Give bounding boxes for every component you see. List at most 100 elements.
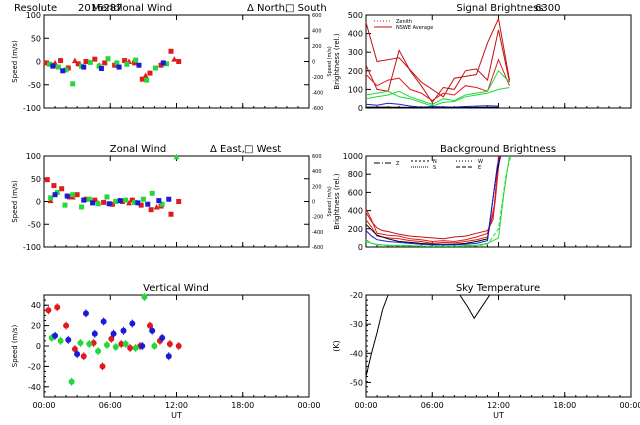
- vertical-xtick-label: 18:00: [231, 401, 254, 410]
- meridional-point: [168, 48, 174, 54]
- meridional-panel: Meridional Wind Δ North,□ South 100 50 0 -50 -…: [11, 3, 333, 113]
- background-legend-s: S: [433, 165, 436, 171]
- zonal-point: [117, 198, 123, 204]
- vertical-ylabel: Speed (m/s): [11, 325, 19, 368]
- vertical-point: [71, 346, 78, 353]
- background-legend-z: Z: [396, 161, 400, 167]
- meridional-title: Meridional Wind: [92, 3, 172, 14]
- meridional-ytick-label: -50: [28, 81, 41, 90]
- meridional-point: [87, 59, 93, 65]
- meridional-right-ylabel: Speed (m/s): [327, 46, 333, 76]
- sky-frame: [365, 294, 632, 398]
- meridional-point: [142, 72, 149, 78]
- zonal-ylabel: Speed (m/s): [11, 180, 19, 223]
- vertical-point: [82, 310, 89, 317]
- wavelength-label: 6300: [535, 3, 560, 14]
- meridional-ytick-label: 100: [26, 11, 41, 20]
- meridional-point: [75, 61, 81, 67]
- vertical-point: [132, 345, 139, 352]
- vertical-point: [110, 330, 117, 337]
- meridional-point: [147, 70, 153, 76]
- zonal-right-tick-label: 600: [312, 154, 322, 160]
- signal-legend-zenith: Zenith: [396, 19, 412, 25]
- background-ytick-label: 1000: [343, 152, 363, 161]
- vertical-point: [108, 335, 115, 342]
- sky-series-line: [365, 294, 389, 377]
- sky-xlabel: UT: [493, 411, 504, 420]
- zonal-point: [153, 203, 160, 210]
- vertical-point: [57, 337, 64, 344]
- sky-series-line: [459, 294, 491, 320]
- zonal-point: [86, 196, 92, 202]
- meridional-right-tick-label: 600: [312, 13, 322, 19]
- vertical-xlabel: UT: [171, 411, 182, 420]
- signal-series-line: [365, 102, 499, 108]
- background-series-line: [365, 160, 499, 243]
- zonal-point: [135, 200, 141, 206]
- zonal-point: [109, 201, 115, 207]
- meridional-point: [58, 58, 64, 64]
- meridional-point: [43, 60, 49, 66]
- zonal-point: [140, 196, 146, 202]
- zonal-point: [90, 200, 96, 206]
- meridional-point: [132, 60, 138, 66]
- meridional-point: [60, 68, 66, 74]
- meridional-right-tick-label: 0: [312, 60, 315, 66]
- vertical-ytick-label: 0: [36, 342, 41, 351]
- sky-title: Sky Temperature: [456, 283, 540, 294]
- zonal-point: [92, 197, 98, 203]
- sky-ytick-label: -40: [350, 349, 363, 358]
- zonal-point: [51, 183, 57, 189]
- vertical-point: [86, 340, 93, 347]
- sky-ytick-label: -30: [350, 320, 363, 329]
- background-legend-w: W: [478, 159, 483, 165]
- zonal-point: [74, 192, 80, 198]
- background-ytick-label: 600: [348, 188, 363, 197]
- sky-ylabel: (K): [332, 340, 341, 352]
- meridional-point: [102, 60, 108, 66]
- vertical-point: [165, 353, 172, 360]
- zonal-point: [44, 177, 50, 183]
- signal-series-line: [365, 29, 510, 104]
- meridional-point: [171, 56, 178, 62]
- signal-title: Signal Brightness: [456, 3, 543, 14]
- vertical-point: [118, 340, 125, 347]
- zonal-legend-b: □ West: [244, 144, 281, 155]
- vertical-point: [68, 378, 75, 385]
- meridional-right-tick-label: -400: [312, 91, 323, 97]
- vertical-point: [147, 322, 153, 329]
- background-legend-n: N: [433, 159, 437, 165]
- sky-panel: Sky Temperature -20 -30 -40 -50 (K) 00:00 06:00…: [332, 283, 640, 420]
- vertical-ytick-label: -20: [28, 362, 41, 371]
- zonal-legend-a: Δ East,: [210, 144, 245, 155]
- zonal-point: [95, 201, 101, 207]
- meridional-point: [98, 65, 104, 71]
- background-ytick-label: 400: [348, 207, 363, 216]
- sky-ytick-label: -50: [350, 378, 363, 387]
- vertical-point: [166, 340, 173, 347]
- meridional-point: [50, 63, 56, 69]
- background-panel: Background Brightness Z NS WE 1000 800 600 400 2…: [333, 144, 632, 252]
- sky-xtick-label: 18:00: [553, 401, 576, 410]
- zonal-right-tick-label: 0: [312, 200, 315, 206]
- vertical-point: [127, 345, 134, 352]
- signal-series-line: [365, 17, 510, 98]
- vertical-point: [74, 351, 81, 358]
- signal-ytick-label: 500: [348, 11, 363, 20]
- meridional-legend-a: Δ North,: [247, 3, 288, 14]
- meridional-point: [105, 56, 111, 62]
- vertical-point: [151, 343, 158, 349]
- zonal-ytick-label: -50: [28, 220, 41, 229]
- sky-xtick-label: 00:00: [619, 401, 640, 410]
- meridional-right-tick-label: 200: [312, 44, 322, 50]
- meridional-point: [55, 64, 61, 70]
- signal-ytick-label: 200: [348, 67, 363, 76]
- meridional-point: [160, 60, 166, 66]
- vertical-panel: Vertical Wind 40 20 0 -20 -40 Speed (m/s) 00:00…: [11, 283, 321, 420]
- meridional-point: [70, 81, 76, 87]
- sky-ytick-label: -20: [350, 291, 363, 300]
- zonal-point: [148, 207, 154, 213]
- vertical-xtick-label: 06:00: [99, 401, 122, 410]
